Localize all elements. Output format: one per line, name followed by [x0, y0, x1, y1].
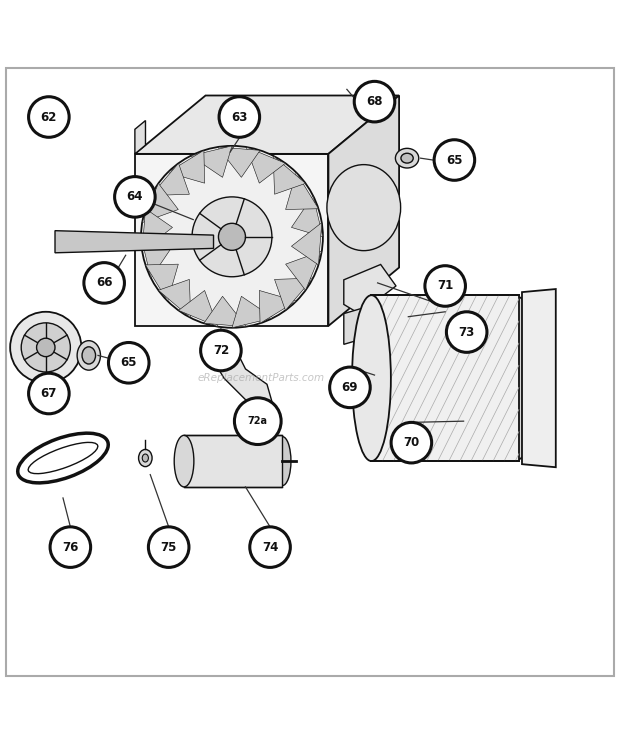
Polygon shape [158, 280, 191, 318]
Text: 64: 64 [126, 190, 143, 203]
Circle shape [10, 312, 81, 383]
Polygon shape [232, 296, 273, 328]
Polygon shape [291, 222, 322, 265]
Circle shape [108, 342, 149, 383]
Text: 63: 63 [231, 111, 247, 124]
Circle shape [29, 373, 69, 414]
Polygon shape [135, 95, 399, 154]
Polygon shape [179, 290, 218, 327]
Circle shape [425, 266, 466, 307]
Text: 72: 72 [213, 344, 229, 357]
Ellipse shape [396, 148, 418, 168]
Circle shape [218, 223, 246, 250]
Circle shape [148, 527, 189, 568]
Polygon shape [191, 146, 232, 177]
Polygon shape [344, 264, 396, 314]
Polygon shape [184, 435, 282, 487]
Polygon shape [142, 183, 179, 222]
Polygon shape [275, 278, 313, 310]
Polygon shape [522, 289, 556, 467]
Polygon shape [142, 209, 172, 251]
Ellipse shape [327, 164, 401, 251]
Text: 73: 73 [459, 326, 475, 339]
Ellipse shape [138, 449, 152, 466]
Text: 76: 76 [62, 541, 79, 554]
Text: 65: 65 [446, 153, 463, 167]
Circle shape [192, 197, 272, 277]
Text: 66: 66 [96, 277, 112, 289]
Ellipse shape [77, 341, 100, 371]
Ellipse shape [352, 295, 391, 461]
Ellipse shape [503, 298, 535, 459]
Polygon shape [344, 298, 439, 344]
Text: 67: 67 [41, 387, 57, 400]
Polygon shape [273, 155, 306, 194]
Text: 71: 71 [437, 280, 453, 292]
Ellipse shape [274, 437, 291, 486]
Circle shape [354, 81, 395, 122]
Text: 69: 69 [342, 381, 358, 394]
Circle shape [330, 367, 370, 408]
Polygon shape [286, 251, 322, 290]
Circle shape [250, 527, 290, 568]
Polygon shape [259, 290, 296, 324]
Polygon shape [55, 231, 213, 253]
Ellipse shape [401, 153, 413, 163]
Text: eReplacementParts.com: eReplacementParts.com [197, 373, 324, 383]
Circle shape [115, 176, 155, 217]
Circle shape [391, 423, 432, 463]
Text: 62: 62 [41, 111, 57, 124]
Polygon shape [286, 173, 319, 210]
Ellipse shape [82, 347, 95, 364]
Ellipse shape [142, 454, 148, 462]
Circle shape [29, 97, 69, 138]
Text: 68: 68 [366, 95, 383, 108]
Polygon shape [206, 329, 273, 415]
Polygon shape [291, 196, 323, 237]
Polygon shape [135, 154, 329, 326]
Polygon shape [218, 147, 260, 177]
Polygon shape [371, 295, 519, 461]
Circle shape [201, 330, 241, 371]
Polygon shape [204, 296, 246, 327]
Circle shape [50, 527, 91, 568]
Polygon shape [141, 237, 172, 278]
Circle shape [21, 323, 70, 372]
Circle shape [141, 146, 323, 328]
Polygon shape [135, 121, 146, 154]
Text: 70: 70 [403, 436, 420, 449]
Text: 75: 75 [161, 541, 177, 554]
Polygon shape [329, 95, 399, 326]
Text: 65: 65 [120, 356, 137, 369]
Polygon shape [151, 163, 189, 196]
Ellipse shape [174, 435, 194, 487]
Text: 72a: 72a [248, 416, 268, 426]
Circle shape [434, 140, 475, 180]
Circle shape [446, 312, 487, 353]
Circle shape [234, 398, 281, 444]
Polygon shape [246, 147, 285, 183]
Text: 74: 74 [262, 541, 278, 554]
Polygon shape [167, 150, 205, 183]
Circle shape [37, 339, 55, 356]
Circle shape [219, 97, 260, 138]
Circle shape [84, 263, 125, 304]
Polygon shape [146, 264, 179, 301]
